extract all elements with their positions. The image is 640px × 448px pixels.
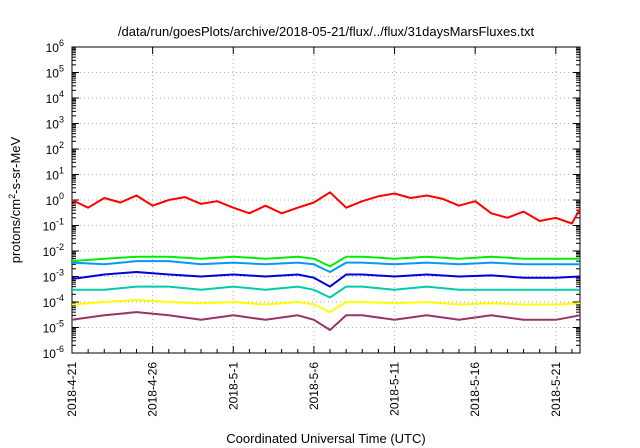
y-tick-label-base: 10 bbox=[46, 67, 60, 81]
y-tick-label: 100 bbox=[46, 191, 64, 208]
x-tick-label: 2018-5-11 bbox=[388, 362, 402, 416]
y-tick-label-exponent: 0 bbox=[59, 191, 64, 201]
series-line-2 bbox=[71, 255, 580, 268]
y-tick-label: 105 bbox=[46, 64, 64, 81]
y-tick-label-base: 10 bbox=[46, 118, 60, 132]
x-tick-label: 2018-4-21 bbox=[65, 362, 79, 417]
x-axis-label: Coordinated Universal Time (UTC) bbox=[226, 431, 425, 446]
series-line-5 bbox=[72, 285, 580, 299]
y-tick-label-base: 10 bbox=[43, 245, 57, 259]
x-axis-ticks: 2018-4-21 2018-4-26 2018-5-1 2018-5-6 2018-5… bbox=[65, 47, 573, 417]
y-tick-label-base: 10 bbox=[46, 143, 60, 157]
y-tick-label-base: 10 bbox=[43, 220, 57, 234]
y-tick-label-base: 10 bbox=[43, 347, 57, 361]
y-tick-label-exponent: 5 bbox=[59, 64, 64, 74]
y-axis-label-superscript: 2 bbox=[7, 194, 17, 199]
y-tick-label: 104 bbox=[46, 89, 64, 106]
y-tick-label-base: 10 bbox=[46, 41, 60, 55]
y-tick-label-exponent: 4 bbox=[59, 89, 64, 99]
y-tick-label-base: 10 bbox=[46, 92, 60, 106]
y-tick-label-base: 10 bbox=[43, 322, 57, 336]
y-tick-label-exponent: -5 bbox=[56, 319, 64, 329]
y-tick-label: 102 bbox=[46, 140, 64, 157]
chart-title: /data/run/goesPlots/archive/2018-05-21/f… bbox=[118, 24, 535, 39]
series-line-6 bbox=[71, 299, 581, 314]
y-tick-label-exponent: 2 bbox=[59, 140, 64, 150]
series-line-3 bbox=[71, 260, 580, 273]
y-tick-label-exponent: -6 bbox=[56, 344, 64, 354]
y-tick-label-base: 10 bbox=[43, 296, 57, 310]
y-tick-label: 106 bbox=[46, 38, 64, 55]
y-axis-label-suffix: -s-sr-MeV bbox=[8, 136, 23, 193]
y-tick-label-exponent: 3 bbox=[59, 115, 64, 125]
y-tick-label-exponent: -2 bbox=[56, 242, 64, 252]
series-line-7 bbox=[71, 311, 581, 331]
y-tick-label: 103 bbox=[46, 115, 64, 132]
y-tick-label-exponent: 6 bbox=[59, 38, 64, 48]
y-tick-label-exponent: -4 bbox=[56, 293, 64, 303]
y-tick-label-exponent: 1 bbox=[59, 166, 64, 176]
x-tick-label: 2018-5-1 bbox=[226, 362, 240, 410]
y-tick-label: 101 bbox=[46, 166, 64, 183]
series-line-4 bbox=[71, 271, 581, 288]
x-tick-label: 2018-5-16 bbox=[468, 362, 482, 417]
y-tick-label: 10-5 bbox=[43, 319, 64, 336]
y-tick-label: 10-3 bbox=[43, 268, 64, 285]
y-tick-label-exponent: -1 bbox=[56, 217, 64, 227]
x-tick-label: 2018-5-6 bbox=[307, 362, 321, 410]
y-tick-label: 10-6 bbox=[43, 344, 64, 361]
y-axis-label-main: protons/cm bbox=[8, 199, 23, 263]
y-tick-label-base: 10 bbox=[43, 271, 57, 285]
y-tick-label-base: 10 bbox=[46, 169, 60, 183]
y-tick-label-exponent: -3 bbox=[56, 268, 64, 278]
y-tick-label: 10-4 bbox=[43, 293, 64, 310]
series-line-1 bbox=[71, 191, 581, 225]
x-tick-label: 2018-4-26 bbox=[146, 362, 160, 417]
y-tick-label: 10-2 bbox=[43, 242, 64, 259]
y-tick-label: 10-1 bbox=[43, 217, 64, 234]
y-axis-ticks: 10610510410310210110010-110-210-310-410-… bbox=[43, 38, 580, 361]
y-tick-label-base: 10 bbox=[46, 194, 60, 208]
y-axis-label: protons/cm2-s-sr-MeV bbox=[7, 136, 23, 263]
data-series bbox=[71, 191, 581, 331]
gridlines bbox=[71, 47, 580, 353]
x-tick-label: 2018-5-21 bbox=[549, 362, 563, 417]
